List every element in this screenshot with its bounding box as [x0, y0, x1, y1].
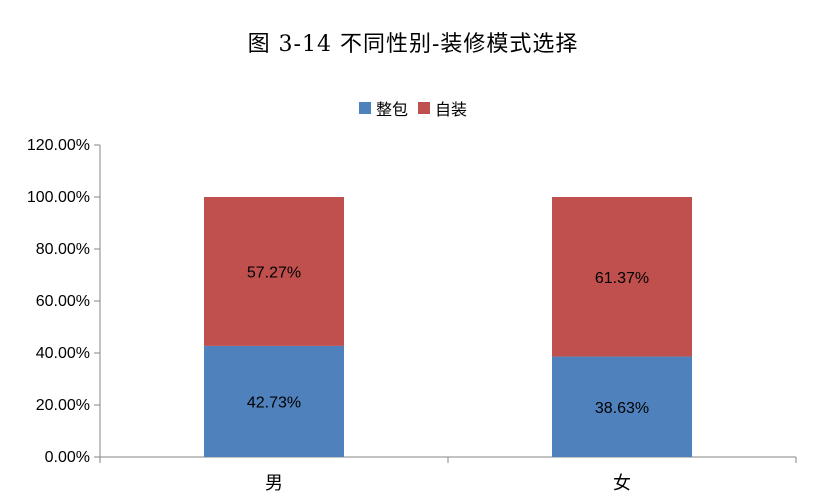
y-tick-label: 100.00% — [27, 189, 90, 206]
y-tick-label: 80.00% — [36, 241, 90, 258]
bar-segment — [204, 345, 344, 457]
data-label: 61.37% — [595, 270, 649, 287]
bar-segment — [552, 197, 692, 357]
y-tick-label: 0.00% — [45, 449, 90, 466]
x-category-label: 男 — [265, 473, 283, 494]
data-label: 38.63% — [595, 400, 649, 417]
legend: 整包 自装 — [0, 96, 826, 120]
x-category-label: 女 — [613, 473, 631, 494]
legend-item-zhengbao: 整包 — [358, 96, 408, 120]
legend-swatch-zizhuang — [418, 102, 430, 114]
legend-label-zizhuang: 自装 — [435, 100, 468, 119]
y-tick-label: 60.00% — [36, 293, 90, 310]
y-tick-label: 40.00% — [36, 345, 90, 362]
y-tick-label: 120.00% — [27, 137, 90, 154]
legend-label-zhengbao: 整包 — [375, 100, 408, 119]
bar-segment — [204, 197, 344, 346]
y-tick-label: 20.00% — [36, 397, 90, 414]
chart-title: 图 3-14 不同性别-装修模式选择 — [247, 32, 579, 57]
data-label: 42.73% — [247, 394, 301, 411]
data-label: 57.27% — [247, 264, 301, 281]
legend-item-zizhuang: 自装 — [418, 96, 467, 120]
bar-segment — [552, 356, 692, 457]
legend-swatch-zhengbao — [358, 102, 371, 114]
